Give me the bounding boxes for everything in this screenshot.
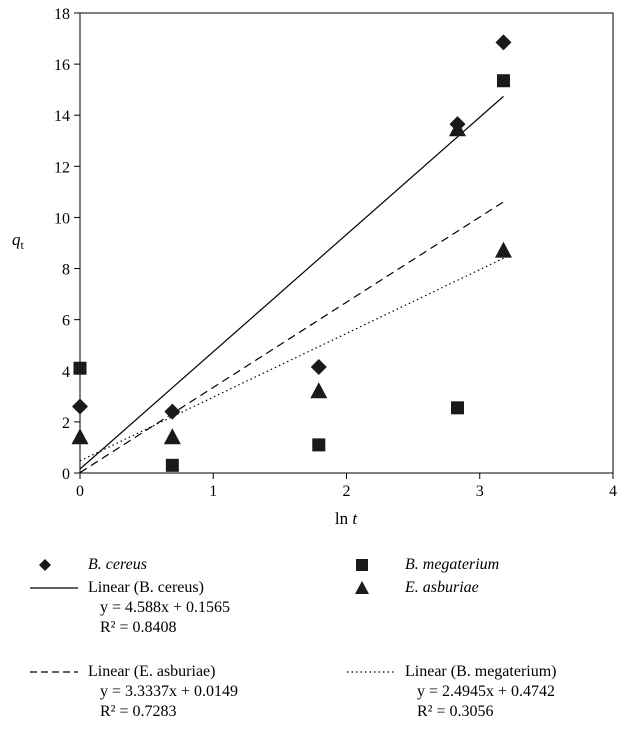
x-tick-label: 2: [343, 483, 351, 500]
legend-linear-e-asburiae-r2: R² = 0.7283: [100, 703, 177, 720]
legend-linear-b-cereus-label: Linear (B. cereus): [88, 579, 204, 596]
legend-linear-e-asburiae-label: Linear (E. asburiae): [88, 663, 216, 680]
legend-linear-b-megaterium-r2: R² = 0.3056: [417, 703, 494, 720]
square-point: [165, 458, 179, 472]
x-tick-label: 0: [76, 483, 84, 500]
square-point: [312, 438, 326, 452]
y-tick-label: 6: [62, 313, 70, 330]
diamond-point: [495, 34, 512, 51]
legend-dotted-line: [347, 671, 395, 673]
legend-triangle-marker: [355, 581, 369, 594]
triangle-point: [448, 120, 466, 137]
y-tick-label: 2: [62, 415, 70, 432]
data-points: [71, 34, 512, 472]
trendlines: [79, 95, 504, 474]
triangle-point: [163, 428, 181, 445]
legend-dashed-line: [30, 671, 78, 673]
square-point: [496, 74, 510, 88]
legend-b-megaterium-label: B. megaterium: [405, 556, 500, 573]
triangle-point: [494, 241, 512, 258]
x-axis-title: ln t: [335, 509, 358, 528]
y-tick-label: 16: [54, 57, 70, 74]
trendline-dashed: [79, 201, 504, 474]
legend-linear-b-cereus-equation: y = 4.588x + 0.1565: [100, 599, 231, 616]
x-axis: 0 1 2 3 4: [76, 473, 617, 500]
y-tick-label: 14: [54, 108, 70, 125]
y-tick-label: 18: [54, 6, 70, 23]
y-tick-label: 8: [62, 262, 70, 279]
legend-e-asburiae-label: E. asburiae: [405, 579, 479, 596]
square-point: [450, 401, 464, 415]
x-tick-label: 4: [609, 483, 617, 500]
legend-linear-e-asburiae-equation: y = 3.3337x + 0.0149: [100, 683, 239, 700]
triangle-point: [310, 382, 328, 399]
x-tick-label: 3: [476, 483, 484, 500]
y-tick-label: 10: [54, 210, 70, 227]
trendline-solid: [79, 95, 504, 470]
diamond-point: [164, 403, 181, 420]
triangle-point: [71, 428, 89, 445]
y-axis: 0 2 4 6 8 10 12 14 16 18: [54, 6, 80, 483]
y-axis-title: qt: [12, 230, 25, 252]
y-tick-label: 12: [54, 159, 70, 176]
diamond-point: [72, 398, 88, 415]
plot-area-frame: [79, 12, 614, 474]
legend-linear-b-megaterium-label: Linear (B. megaterium): [405, 663, 557, 680]
diamond-point: [310, 358, 327, 375]
legend-linear-b-megaterium-equation: y = 2.4945x + 0.4742: [417, 683, 556, 700]
legend-b-cereus-label: B. cereus: [88, 556, 147, 573]
y-tick-label: 4: [62, 364, 70, 381]
trendline-dotted: [79, 257, 504, 462]
square-point: [73, 361, 87, 375]
y-tick-label: 0: [62, 466, 70, 483]
x-tick-label: 1: [209, 483, 217, 500]
legend-diamond-marker: [39, 559, 51, 571]
legend-solid-line: [30, 587, 78, 589]
legend-linear-b-cereus-r2: R² = 0.8408: [100, 619, 177, 636]
legend-square-marker: [356, 559, 368, 571]
